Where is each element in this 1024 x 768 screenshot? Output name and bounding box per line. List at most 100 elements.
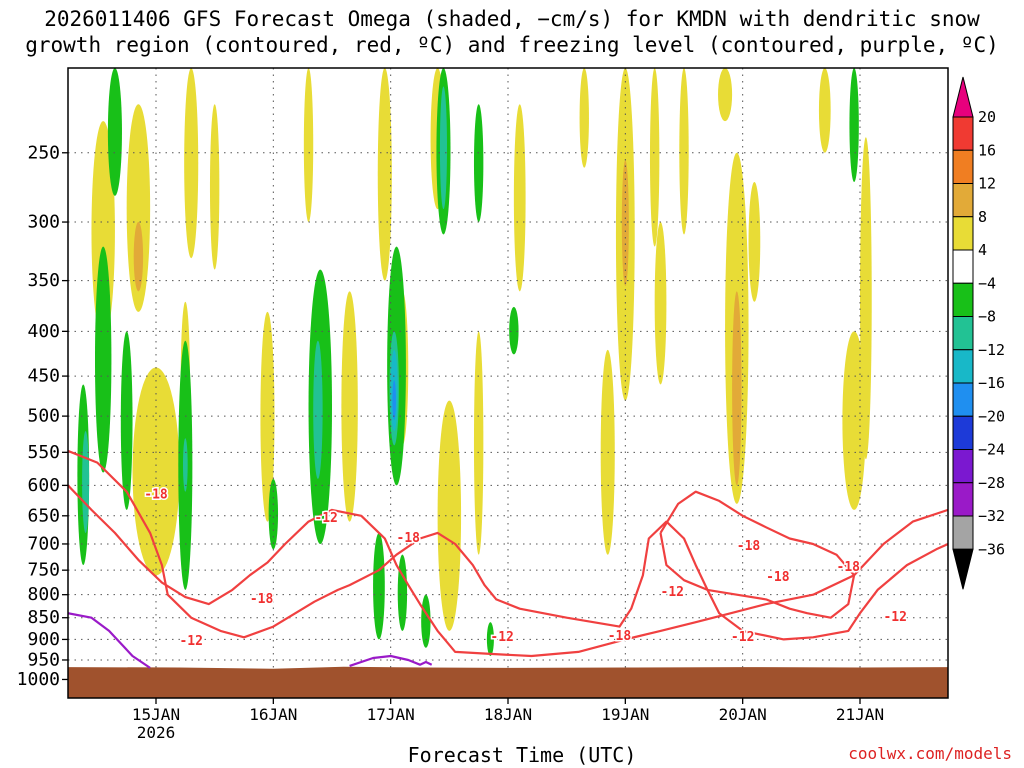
omega-region [209,104,220,270]
omega-region [392,380,396,420]
chart-title: 2026011406 GFS Forecast Omega (shaded, −… [25,7,999,57]
omega-region [120,331,133,510]
x-tick-label: 20JAN [719,705,767,724]
omega-region [486,622,494,656]
dgz-contour-line [68,449,948,641]
ground-fill [68,666,948,698]
colorbar-swatch [952,116,974,151]
credit-link[interactable]: coolwx.com/models [848,744,1012,763]
colorbar: 20 16 12 8 4 −4 −8 −12 −16 −20 −24 −28 −32 −36 [952,76,1005,590]
colorbar-swatch [952,149,974,184]
omega-region [268,479,279,550]
y-tick-label: 600 [27,475,60,496]
colorbar-label: 8 [978,208,987,226]
omega-region [341,291,358,522]
omega-region [860,137,872,460]
dgz-contour-label: -12 [490,630,513,645]
omega-region [107,68,122,196]
omega-region [439,86,447,210]
y-tick-label: 400 [27,321,60,342]
y-tick-label: 800 [27,584,60,605]
omega-region [748,182,761,302]
omega-region [260,311,275,522]
x-tick-label: 15JAN [132,705,180,724]
dgz-contour-label: -18 [837,560,861,575]
y-tick-label: 250 [27,142,60,163]
y-tick-label: 500 [27,406,60,427]
omega-region [377,68,392,281]
omega-region [303,68,314,223]
y-tick-label: 850 [27,607,60,628]
omega-region [649,68,660,247]
x-tick-label: 21JAN [836,705,884,724]
colorbar-swatch [952,216,974,251]
colorbar-label: −16 [978,374,1005,392]
colorbar-swatch [952,349,974,384]
colorbar-label: −32 [978,507,1005,525]
omega-region [473,331,484,555]
omega-region [818,68,831,153]
colorbar-swatch [952,316,974,351]
colorbar-label: −12 [978,341,1005,359]
y-tick-label: 450 [27,366,60,387]
omega-region [513,104,526,292]
colorbar-swatch [952,415,974,450]
colorbar-label: −4 [978,274,996,292]
ground [68,666,948,698]
dgz-contour-label: -18 [250,592,274,607]
colorbar-label: 16 [978,141,996,159]
y-tick-label: 650 [27,505,60,526]
y-axis: 2503003504004505005506006507007508008509… [17,142,68,690]
y-tick-label: 950 [27,649,60,670]
omega-region [94,246,112,473]
omega-region [679,68,689,235]
omega-region [133,222,144,292]
colorbar-label: 4 [978,241,987,259]
freezing-contours [68,612,433,669]
colorbar-bottom-arrow [952,548,974,590]
colorbar-swatch [952,249,974,284]
omega-region [313,340,323,480]
omega-region [82,431,90,533]
omega-region [654,222,667,385]
freezing-level-line [68,612,151,669]
dgz-contour-label: -18 [737,539,761,554]
dgz-contour-label: -18 [144,487,168,502]
omega-region [509,306,519,355]
omega-region [849,68,859,183]
x-tick-label: 18JAN [484,705,532,724]
colorbar-swatch [952,449,974,484]
omega-shading [77,68,872,656]
omega-region [718,68,733,122]
colorbar-swatch [952,382,974,417]
dgz-contour-label: -12 [661,585,684,600]
dgz-contour-label: -12 [731,630,754,645]
colorbar-swatch [952,515,974,550]
colorbar-label: −24 [978,441,1005,459]
colorbar-label: −28 [978,474,1005,492]
x-tick-label: 16JAN [249,705,297,724]
y-tick-label: 900 [27,629,60,650]
dgz-contour-label: -12 [179,634,202,649]
colorbar-label: −20 [978,407,1005,425]
omega-region [732,291,742,486]
omega-region [621,160,629,287]
y-tick-label: 750 [27,560,60,581]
dgz-contour-line [659,490,856,619]
dendritic-contours: -18 -18 -12 -12 -18 -12 -18 -12 -18 -12 -18 -18 -12 [68,449,948,658]
dgz-contour-line [68,484,948,658]
y-tick-label: 550 [27,442,60,463]
dgz-contour-label: -18 [608,629,632,644]
colorbar-label: 20 [978,108,996,126]
colorbar-swatch [952,282,974,317]
freezing-level-line [349,654,433,667]
dgz-contour-label: -12 [883,610,906,625]
dgz-contour-label: -18 [766,570,790,585]
y-tick-label: 300 [27,212,60,233]
colorbar-label: 12 [978,175,996,193]
grid [68,68,948,698]
colorbar-top-arrow [952,76,974,118]
omega-region [182,438,188,492]
